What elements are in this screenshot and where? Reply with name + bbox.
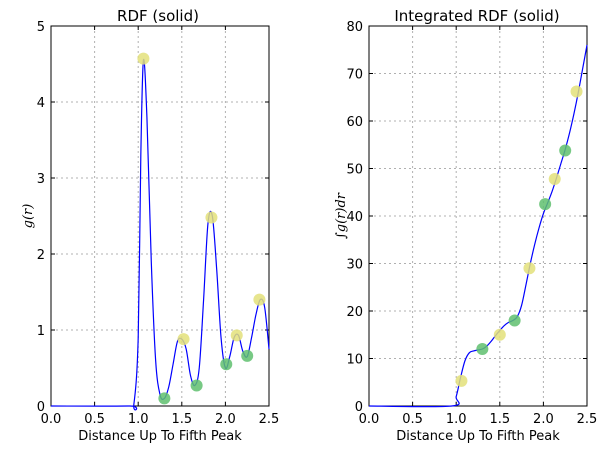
rdf-chart: RDF (solid) 0.0 0.5 1.0 1.5 2.0 2.5 0 1 2 3 4 5 Dis… [21, 7, 279, 444]
x-tick-label: 2.5 [259, 412, 280, 427]
y-tick-label: 0 [37, 400, 45, 415]
data-point-marker [523, 262, 536, 275]
x-tick-label: 1.0 [446, 412, 467, 427]
y-tick-label: 1 [37, 324, 45, 339]
x-tick-label: 2.0 [215, 412, 236, 427]
y-tick-label: 30 [346, 258, 363, 273]
y-tick-label: 80 [346, 20, 363, 35]
y-tick-label: 40 [346, 210, 363, 225]
data-point-marker [241, 349, 254, 362]
data-point-marker [230, 329, 243, 342]
data-point-marker [493, 328, 506, 341]
series-line [50, 58, 270, 411]
x-tick-label: 1.0 [128, 412, 149, 427]
x-tick-label: 0.5 [402, 412, 423, 427]
grid [51, 26, 269, 406]
data-point-marker [548, 172, 561, 185]
markers-layer [455, 85, 583, 387]
x-tick-label: 0.5 [84, 412, 105, 427]
data-point-marker [508, 314, 521, 327]
plot-frame [50, 25, 270, 407]
data-point-marker [205, 211, 218, 224]
y-tick-label: 0 [355, 400, 363, 415]
data-point-marker [455, 374, 468, 387]
y-tick-label: 70 [346, 68, 363, 83]
y-tick-label: 60 [346, 115, 363, 130]
x-tick-label: 0.0 [359, 412, 380, 427]
x-tick-label: 0.0 [41, 412, 62, 427]
chart-title: Integrated RDF (solid) [394, 7, 559, 25]
data-point-marker [539, 198, 552, 211]
y-axis-label: g(r) [21, 204, 36, 229]
y-tick-label: 4 [37, 96, 45, 111]
y-tick-label: 50 [346, 163, 363, 178]
ticks: 0.0 0.5 1.0 1.5 2.0 2.5 0 10 20 30 40 50 60 70 80 [346, 20, 597, 427]
ticks: 0.0 0.5 1.0 1.5 2.0 2.5 0 1 2 3 4 5 [37, 20, 280, 427]
x-tick-label: 1.5 [171, 412, 192, 427]
data-point-marker [220, 358, 233, 371]
data-point-marker [476, 343, 489, 355]
data-point-marker [253, 293, 266, 306]
x-tick-label: 1.5 [489, 412, 510, 427]
curve-layer [50, 58, 270, 411]
grid [369, 26, 587, 406]
data-point-marker [570, 85, 583, 98]
data-point-marker [137, 52, 150, 65]
plot-frame [368, 25, 588, 407]
markers-layer [137, 52, 266, 405]
x-axis-label: Distance Up To Fifth Peak [78, 429, 242, 444]
y-axis-label: ∫g(r)dr [334, 192, 349, 239]
y-tick-label: 10 [346, 353, 363, 368]
integrated-rdf-chart: Integrated RDF (solid) 0.0 0.5 1.0 1.5 2.0 2.… [334, 7, 597, 444]
x-tick-label: 2.5 [577, 412, 598, 427]
y-tick-label: 5 [37, 20, 45, 35]
data-point-marker [158, 392, 171, 405]
y-tick-label: 20 [346, 305, 363, 320]
chart-title: RDF (solid) [117, 7, 199, 25]
data-point-marker [559, 144, 572, 157]
x-tick-label: 2.0 [533, 412, 554, 427]
x-axis-label: Distance Up To Fifth Peak [396, 429, 560, 444]
y-tick-label: 2 [37, 248, 45, 263]
data-point-marker [190, 379, 203, 392]
y-tick-label: 3 [37, 172, 45, 187]
data-point-marker [177, 333, 190, 346]
